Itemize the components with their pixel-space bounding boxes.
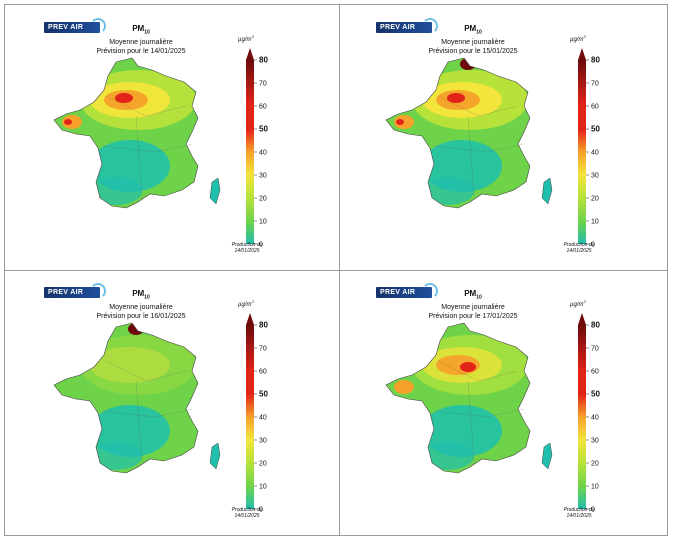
pollutant-title: PM10 [132,289,150,301]
production-date: 14/01/2025 [566,513,592,519]
production-date: 14/01/2025 [234,248,260,254]
logo-swirl-icon [422,18,438,34]
production-note: Production du 14/01/2025 [554,507,604,519]
france-pm10-map [385,322,553,474]
colorbar-tick-0: 0 [259,242,263,249]
unit-label: µg/m3 [570,299,586,308]
colorbar-tick-70: 70 [591,81,599,88]
colorbar-tick-80: 80 [259,56,268,65]
panel-subtitle: Moyenne journalière [109,38,173,46]
colorbar-tick-30: 30 [591,173,599,180]
panel-titles: PM10 Moyenne journalière Prévision pour … [66,289,216,321]
colorbar: 80 70 60 50 40 30 20 10 0 [578,48,600,249]
prevair-logo: PREV AIR [44,283,106,299]
panel-titles: PM10 Moyenne journalière Prévision pour … [398,24,548,56]
pollutant-title: PM10 [464,289,482,301]
map-grid [4,4,668,536]
colorbar-tick-60: 60 [259,104,267,111]
colorbar-tick-10: 10 [259,484,267,491]
france-pm10-map [53,57,221,209]
colorbar-tick-40: 40 [591,150,599,157]
unit-label: µg/m3 [570,34,586,43]
colorbar-tick-80: 80 [591,321,600,330]
panel-subtitle: Moyenne journalière [441,38,505,46]
france-pm10-map [385,57,553,209]
colorbar-tick-20: 20 [259,461,267,468]
forecast-date: Prévision pour le 14/01/2025 [96,47,186,55]
colorbar-tick-0: 0 [259,507,263,514]
forecast-date: Prévision pour le 16/01/2025 [96,312,186,320]
colorbar-tick-10: 10 [591,219,599,226]
forecast-panel-2: PREV AIR PM10 Moyenne journalière Prévis… [338,6,668,268]
colorbar-tick-20: 20 [591,461,599,468]
forecast-panel-4: PREV AIR PM10 Moyenne journalière Prévis… [338,271,668,533]
colorbar-tick-10: 10 [591,484,599,491]
colorbar-tick-0: 0 [591,242,595,249]
logo-swirl-icon [422,283,438,299]
colorbar-tick-30: 30 [259,438,267,445]
forecast-date: Prévision pour le 15/01/2025 [428,47,518,55]
colorbar-tick-0: 0 [591,507,595,514]
colorbar-tick-30: 30 [259,173,267,180]
colorbar-tick-50: 50 [591,390,600,399]
forecast-date: Prévision pour le 17/01/2025 [428,312,518,320]
panel-titles: PM10 Moyenne journalière Prévision pour … [66,24,216,56]
colorbar-tick-40: 40 [259,415,267,422]
prevair-logo: PREV AIR [44,18,106,34]
pollutant-title: PM10 [132,24,150,36]
colorbar-tick-70: 70 [259,346,267,353]
production-note: Production du 14/01/2025 [222,507,272,519]
colorbar-tick-50: 50 [591,125,600,134]
colorbar-tick-60: 60 [259,369,267,376]
forecast-panel-1: PREV AIR PM10 Moyenne journalière Prévis… [6,6,336,268]
colorbar: 80 70 60 50 40 30 20 10 0 [578,313,600,514]
production-label: Production du [563,242,595,248]
colorbar-tick-30: 30 [591,438,599,445]
prevair-logo: PREV AIR [376,283,438,299]
colorbar: 80 70 60 50 40 30 20 10 0 [246,48,268,249]
colorbar: 80 70 60 50 40 30 20 10 0 [246,313,268,514]
unit-label: µg/m3 [238,299,254,308]
grid-divider-horizontal [5,270,667,271]
colorbar-tick-10: 10 [259,219,267,226]
production-note: Production du 14/01/2025 [554,242,604,254]
colorbar-tick-70: 70 [259,81,267,88]
production-date: 14/01/2025 [566,248,592,254]
pollutant-title: PM10 [464,24,482,36]
colorbar-tick-70: 70 [591,346,599,353]
panel-subtitle: Moyenne journalière [441,303,505,311]
colorbar-tick-50: 50 [259,390,268,399]
colorbar-tick-20: 20 [259,196,267,203]
logo-swirl-icon [90,283,106,299]
production-note: Production du 14/01/2025 [222,242,272,254]
production-label: Production du [231,242,263,248]
colorbar-tick-80: 80 [591,56,600,65]
forecast-panel-3: PREV AIR PM10 Moyenne journalière Prévis… [6,271,336,533]
panel-titles: PM10 Moyenne journalière Prévision pour … [398,289,548,321]
prevair-logo: PREV AIR [376,18,438,34]
colorbar-tick-60: 60 [591,369,599,376]
production-label: Production du [563,507,595,513]
production-date: 14/01/2025 [234,513,260,519]
colorbar-tick-20: 20 [591,196,599,203]
colorbar-tick-40: 40 [259,150,267,157]
france-pm10-map [53,322,221,474]
colorbar-tick-50: 50 [259,125,268,134]
colorbar-tick-40: 40 [591,415,599,422]
colorbar-tick-60: 60 [591,104,599,111]
production-label: Production du [231,507,263,513]
panel-subtitle: Moyenne journalière [109,303,173,311]
colorbar-tick-80: 80 [259,321,268,330]
unit-label: µg/m3 [238,34,254,43]
logo-swirl-icon [90,18,106,34]
